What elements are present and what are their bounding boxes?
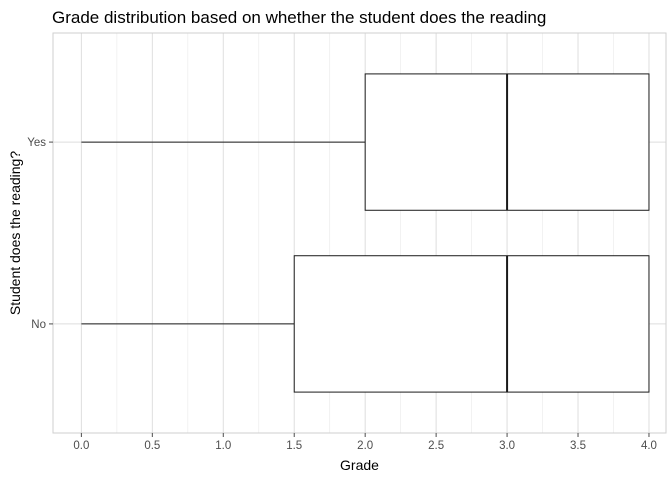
x-tick-label: 1.0	[215, 440, 231, 452]
x-tick-label: 1.5	[286, 440, 302, 452]
x-tick-label: 3.0	[499, 440, 515, 452]
x-tick-label: 4.0	[641, 440, 657, 452]
iqr-box	[293, 255, 650, 393]
y-axis-title: Student does the reading?	[7, 151, 23, 315]
x-tick-label: 3.5	[570, 440, 586, 452]
x-tick-label: 2.5	[428, 440, 444, 452]
x-axis-title: Grade	[340, 457, 379, 473]
chart-title: Grade distribution based on whether the …	[52, 8, 546, 27]
box-no	[81, 255, 650, 393]
box-layer	[81, 73, 650, 393]
box-yes	[81, 73, 650, 211]
panel-border	[52, 32, 667, 434]
x-tick-label: 2.0	[357, 440, 373, 452]
x-tick-label: 0.5	[144, 440, 160, 452]
axes: 0.0 0.5 1.0 1.5 2.0 2.5 3.0 3.5 4.0 No Yes	[27, 137, 657, 452]
x-tick-label: 0.0	[73, 440, 89, 452]
y-tick-label-yes: Yes	[27, 137, 46, 149]
y-tick-label-no: No	[31, 319, 46, 331]
